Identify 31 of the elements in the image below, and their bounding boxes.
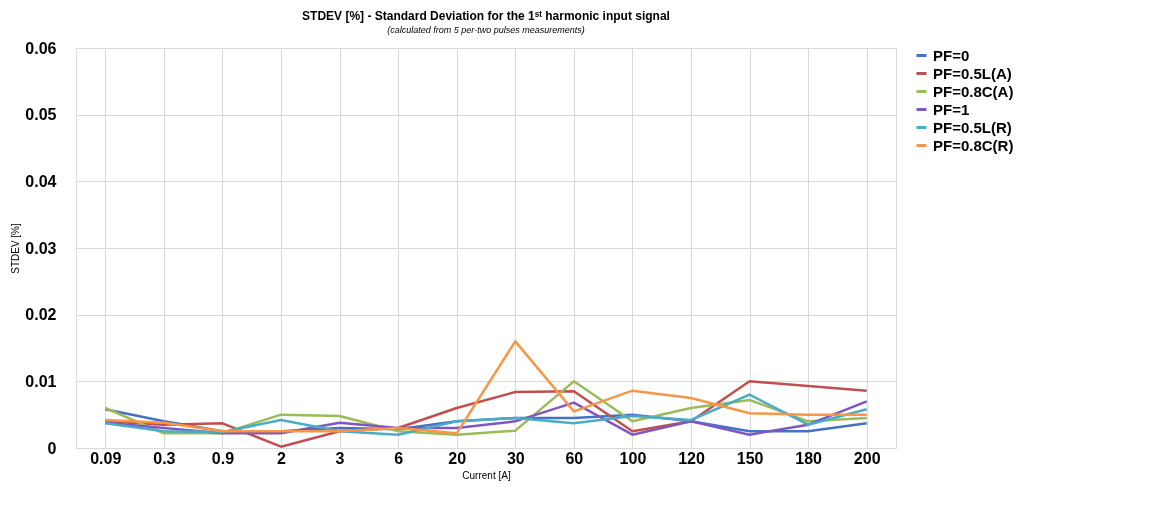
x-tick-label: 200 <box>853 449 881 467</box>
chart-subtitle: (calculated from 5 per-two pulses measurements) <box>387 25 585 35</box>
y-tick-label: 0.05 <box>25 106 57 124</box>
y-tick-label: 0.06 <box>25 39 57 57</box>
x-tick-label: 3 <box>335 449 345 467</box>
legend-label: PF=0.5L(R) <box>933 118 1012 136</box>
x-tick-label: 20 <box>448 449 467 467</box>
x-tick-label: 150 <box>736 449 764 467</box>
x-axis-title: Current [A] <box>462 469 511 481</box>
x-tick-label: 0.3 <box>153 449 176 467</box>
x-tick-label: 120 <box>678 449 705 467</box>
y-tick-label: 0.04 <box>25 172 57 190</box>
x-tick-label: 60 <box>565 449 584 467</box>
x-tick-label: 2 <box>277 449 287 467</box>
legend-label: PF=0.8C(R) <box>933 136 1014 154</box>
x-tick-label: 0.9 <box>211 449 235 467</box>
y-tick-label: 0.03 <box>25 239 57 257</box>
x-tick-label: 6 <box>394 449 404 467</box>
legend-label: PF=0.5L(A) <box>933 64 1012 82</box>
y-tick-label: 0.01 <box>25 372 57 390</box>
legend-label: PF=0 <box>933 46 970 64</box>
y-axis-title: STDEV [%] <box>10 223 22 274</box>
x-tick-label: 30 <box>506 449 525 467</box>
x-tick-label: 180 <box>795 449 823 467</box>
legend-label: PF=1 <box>933 100 970 118</box>
y-tick-label: 0.02 <box>25 306 57 324</box>
y-tick-label: 0 <box>47 439 57 457</box>
legend-label: PF=0.8C(A) <box>933 82 1014 100</box>
x-tick-label: 0.09 <box>90 449 122 467</box>
x-tick-label: 100 <box>619 449 647 467</box>
chart-title: STDEV [%] - Standard Deviation for the 1ˢᵗ harmonic input signal <box>302 9 670 23</box>
